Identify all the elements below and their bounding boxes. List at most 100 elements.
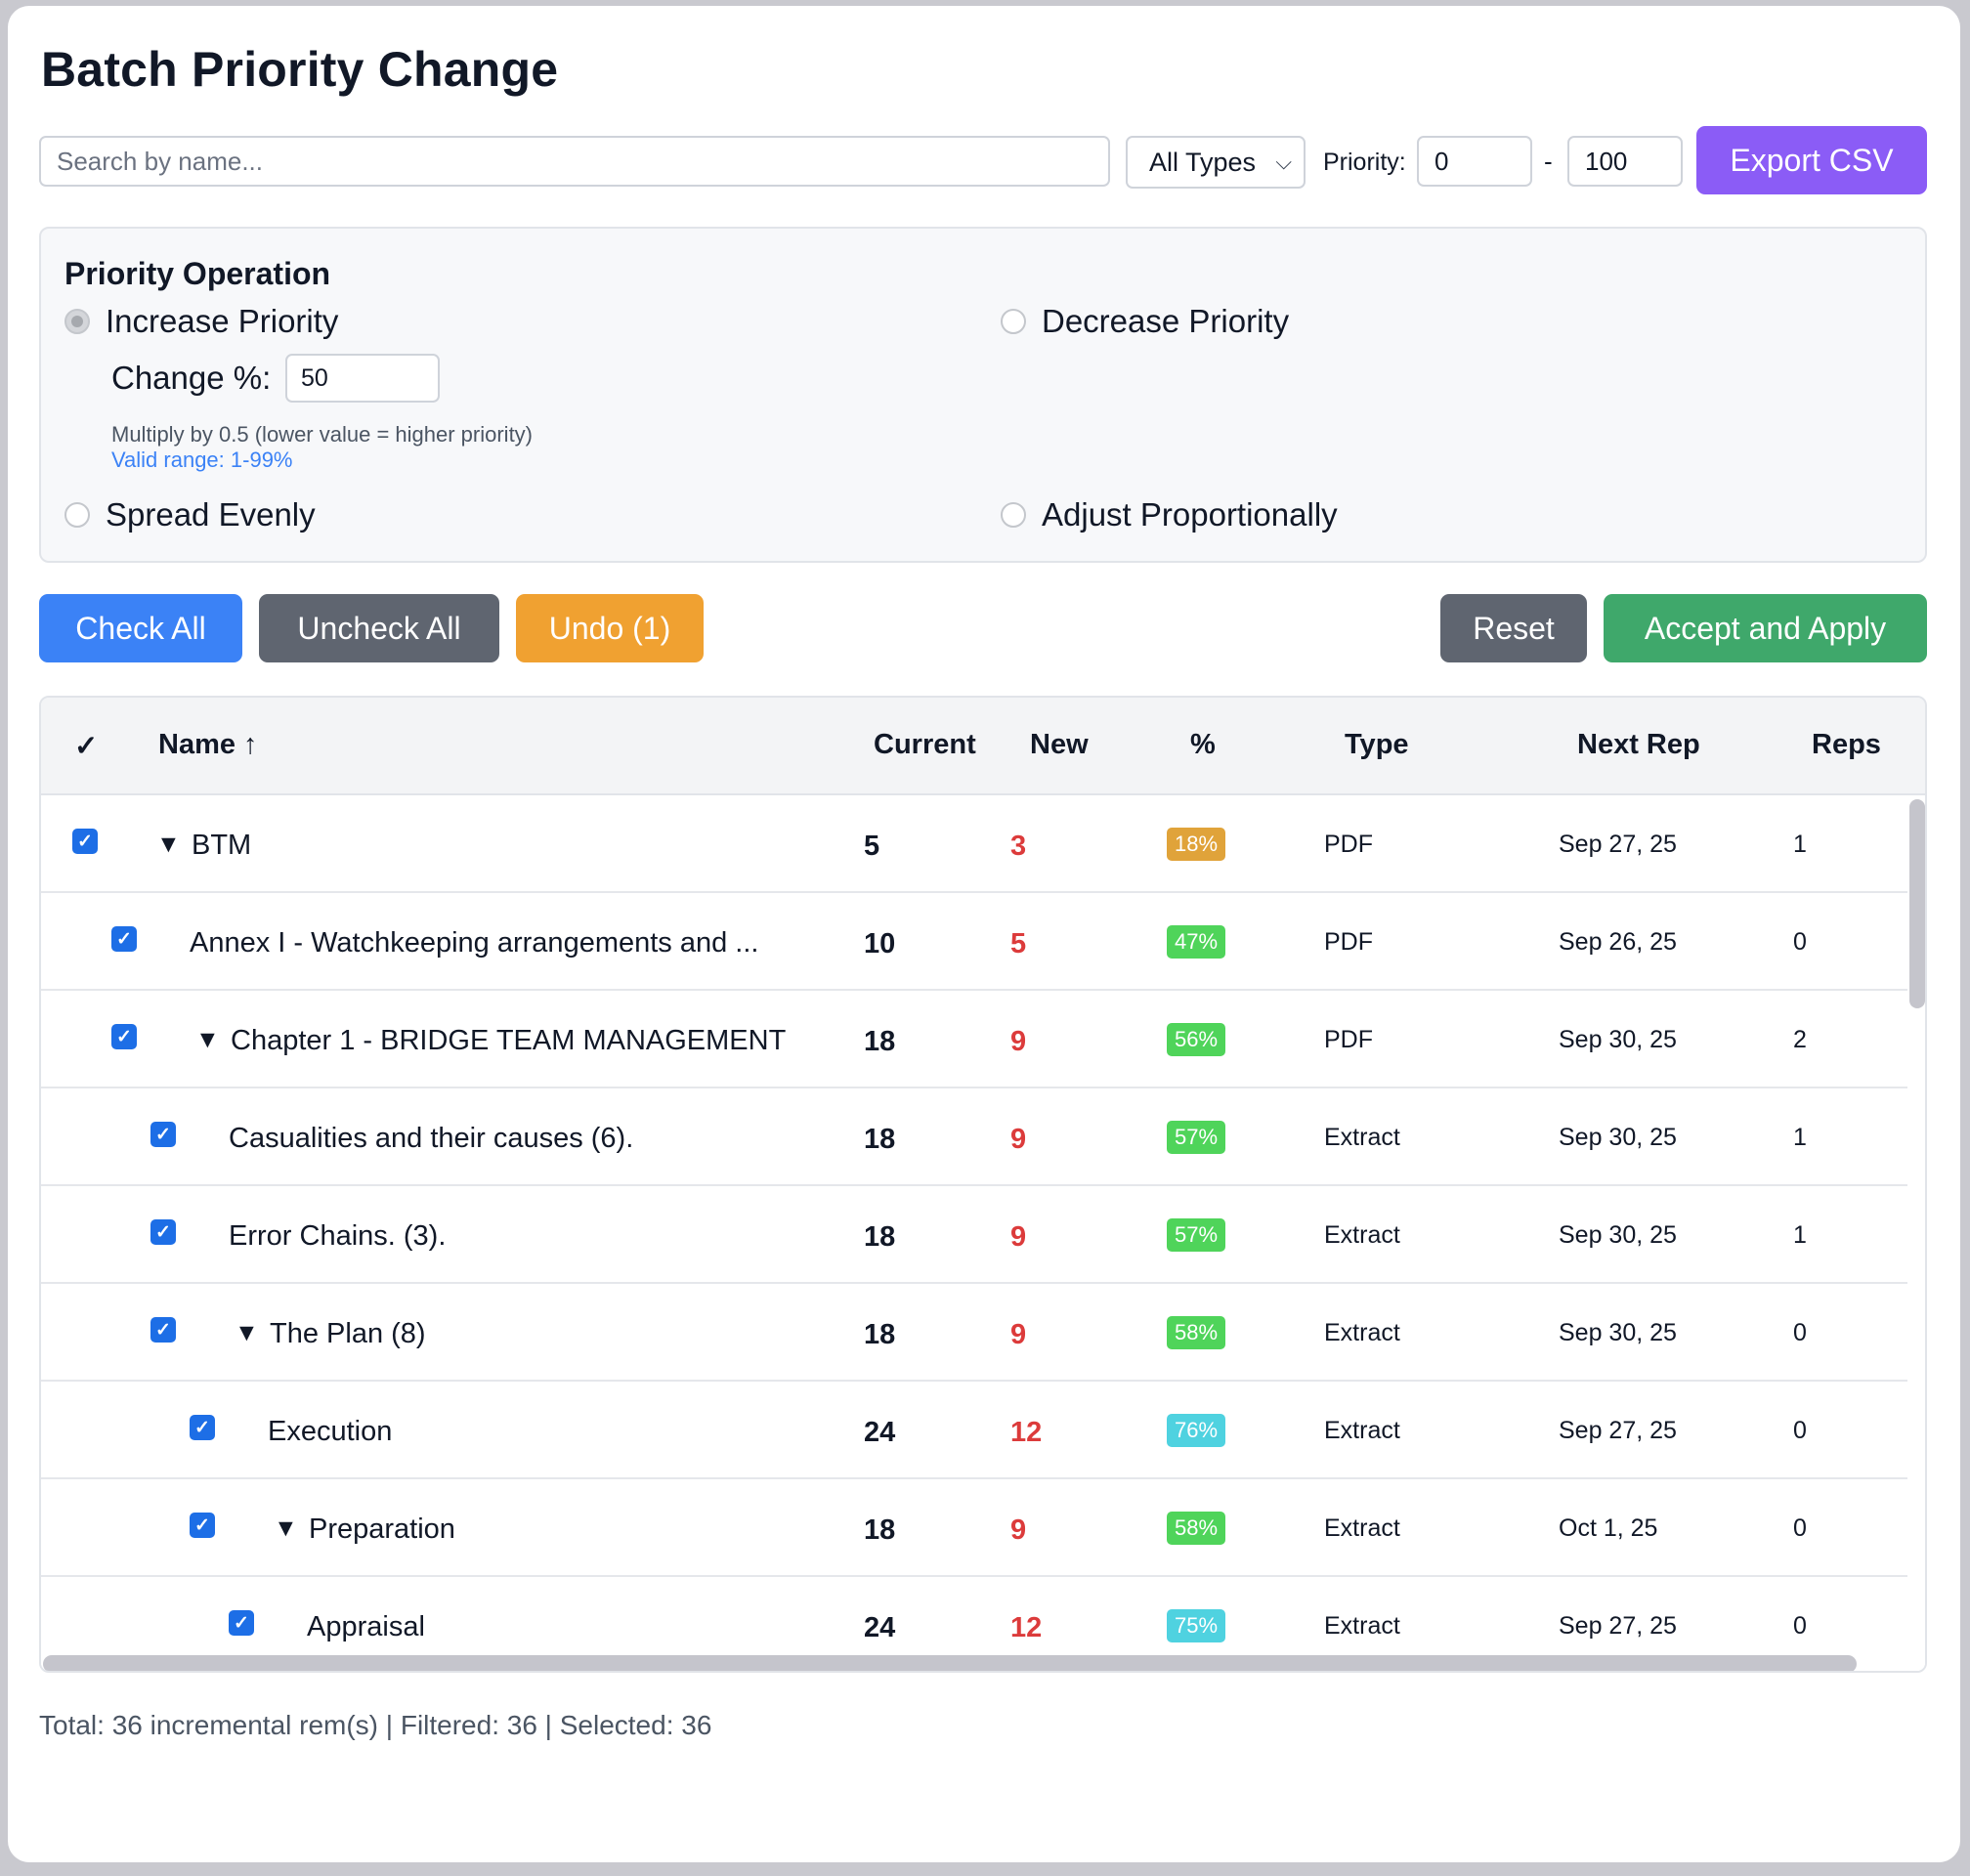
percent-badge: 18% [1167, 828, 1226, 861]
rem-type: Extract [1324, 1124, 1400, 1151]
header-type[interactable]: Type [1345, 729, 1409, 760]
priority-range-dash: - [1544, 147, 1553, 176]
row-checkbox[interactable]: ✓ [111, 1024, 137, 1049]
vertical-scroll-thumb[interactable] [1909, 799, 1925, 1008]
row-checkbox[interactable]: ✓ [150, 1317, 176, 1343]
row-checkbox[interactable]: ✓ [229, 1610, 254, 1636]
rem-type: PDF [1324, 1026, 1373, 1053]
expand-toggle-icon[interactable]: ▼ [156, 831, 181, 858]
radio-adjust-proportionally[interactable]: Adjust Proportionally [1001, 496, 1338, 533]
expand-toggle-icon[interactable]: ▼ [235, 1319, 259, 1346]
current-priority: 18 [864, 1026, 896, 1057]
reps-count: 2 [1793, 1026, 1807, 1053]
next-rep-date: Sep 27, 25 [1559, 831, 1677, 858]
header-current[interactable]: Current [874, 729, 976, 760]
row-name: Annex I - Watchkeeping arrangements and … [190, 927, 759, 959]
radio-increase-priority[interactable]: Increase Priority [64, 303, 338, 340]
rem-table: ✓ Name ↑ Current New % Type Next Rep Rep… [39, 696, 1927, 1673]
next-rep-date: Sep 30, 25 [1559, 1319, 1677, 1346]
search-input[interactable] [39, 136, 1110, 187]
priority-max-input[interactable]: 100 [1567, 136, 1683, 187]
percent-badge: 58% [1167, 1316, 1226, 1349]
change-percent-label: Change %: [111, 360, 272, 396]
radio-unselected-icon[interactable] [1001, 502, 1026, 528]
header-reps[interactable]: Reps [1812, 729, 1881, 760]
new-priority: 9 [1010, 1026, 1027, 1057]
rem-type: Extract [1324, 1221, 1400, 1249]
radio-selected-icon[interactable] [64, 309, 90, 334]
header-new[interactable]: New [1030, 729, 1089, 760]
table-row[interactable]: ✓ ▼ The Plan (8) 18 9 58% Extract Sep 30, 25 0 [41, 1284, 1911, 1382]
percent-badge: 57% [1167, 1121, 1226, 1154]
percent-badge: 75% [1167, 1609, 1226, 1642]
percent-badge: 56% [1167, 1023, 1226, 1056]
radio-unselected-icon[interactable] [1001, 309, 1026, 334]
rem-type: PDF [1324, 928, 1373, 956]
new-priority: 9 [1010, 1514, 1027, 1546]
radio-label: Spread Evenly [106, 496, 316, 533]
new-priority: 9 [1010, 1319, 1027, 1350]
table-row[interactable]: ✓ Casualities and their causes (6). 18 9 57%… [41, 1088, 1911, 1186]
table-row[interactable]: ✓ Execution 24 12 76% Extract Sep 27, 25 0 [41, 1382, 1911, 1479]
table-row[interactable]: ✓ Error Chains. (3). 18 9 57% Extract Sep 30, … [41, 1186, 1911, 1284]
header-next-rep[interactable]: Next Rep [1577, 729, 1700, 760]
table-row[interactable]: ✓ Annex I - Watchkeeping arrangements and… [41, 893, 1911, 991]
reps-count: 0 [1793, 1319, 1807, 1346]
current-priority: 24 [864, 1417, 896, 1448]
reps-count: 0 [1793, 1612, 1807, 1640]
check-all-button[interactable]: Check All [39, 594, 242, 662]
radio-decrease-priority[interactable]: Decrease Priority [1001, 303, 1289, 340]
row-checkbox[interactable]: ✓ [72, 829, 98, 854]
uncheck-all-button[interactable]: Uncheck All [259, 594, 499, 662]
reps-count: 0 [1793, 1417, 1807, 1444]
reps-count: 1 [1793, 1221, 1807, 1249]
valid-range-hint: Valid range: 1-99% [111, 448, 293, 472]
table-row[interactable]: ✓ ▼ Chapter 1 - BRIDGE TEAM MANAGEMENT 18 9 5… [41, 991, 1911, 1088]
radio-spread-evenly[interactable]: Spread Evenly [64, 496, 316, 533]
radio-unselected-icon[interactable] [64, 502, 90, 528]
priority-operation-heading: Priority Operation [64, 256, 331, 291]
change-percent-input[interactable]: 50 [285, 354, 440, 403]
new-priority: 9 [1010, 1221, 1027, 1253]
row-name: The Plan (8) [270, 1318, 426, 1349]
priority-min-input[interactable]: 0 [1417, 136, 1532, 187]
row-name: Execution [268, 1416, 393, 1447]
priority-label: Priority: [1323, 149, 1406, 176]
undo-button[interactable]: Undo (1) [516, 594, 704, 662]
reps-count: 1 [1793, 1124, 1807, 1151]
type-filter-select[interactable]: All Types ⌵ [1126, 136, 1306, 189]
rem-type: Extract [1324, 1612, 1400, 1640]
header-percent[interactable]: % [1190, 729, 1216, 760]
next-rep-date: Sep 30, 25 [1559, 1026, 1677, 1053]
rem-type: PDF [1324, 831, 1373, 858]
row-checkbox[interactable]: ✓ [111, 926, 137, 952]
row-checkbox[interactable]: ✓ [150, 1122, 176, 1147]
current-priority: 10 [864, 928, 896, 959]
current-priority: 18 [864, 1221, 896, 1253]
next-rep-date: Sep 27, 25 [1559, 1612, 1677, 1640]
row-name: Chapter 1 - BRIDGE TEAM MANAGEMENT [231, 1025, 787, 1056]
table-row[interactable]: ✓ ▼ BTM 5 3 18% PDF Sep 27, 25 1 [41, 795, 1911, 893]
export-csv-button[interactable]: Export CSV [1696, 126, 1927, 194]
row-checkbox[interactable]: ✓ [150, 1219, 176, 1245]
horizontal-scroll-thumb[interactable] [43, 1655, 1857, 1671]
row-name: Casualities and their causes (6). [229, 1123, 634, 1154]
vertical-scrollbar[interactable] [1907, 795, 1925, 1671]
reps-count: 0 [1793, 928, 1807, 956]
next-rep-date: Oct 1, 25 [1559, 1514, 1658, 1542]
row-name: Error Chains. (3). [229, 1220, 447, 1252]
reps-count: 0 [1793, 1514, 1807, 1542]
row-checkbox[interactable]: ✓ [190, 1415, 215, 1440]
table-row[interactable]: ✓ ▼ Preparation 18 9 58% Extract Oct 1, 25 0 [41, 1479, 1911, 1577]
priority-operation-panel: Priority Operation Increase Priority Dec… [39, 227, 1927, 563]
row-name: Appraisal [307, 1611, 425, 1642]
expand-toggle-icon[interactable]: ▼ [195, 1026, 220, 1053]
reset-button[interactable]: Reset [1440, 594, 1587, 662]
row-checkbox[interactable]: ✓ [190, 1513, 215, 1538]
header-check-column[interactable]: ✓ [74, 731, 99, 762]
new-priority: 12 [1010, 1417, 1043, 1448]
accept-apply-button[interactable]: Accept and Apply [1604, 594, 1927, 662]
percent-badge: 47% [1167, 925, 1226, 959]
expand-toggle-icon[interactable]: ▼ [274, 1514, 298, 1542]
header-name-sort[interactable]: Name ↑ [158, 729, 258, 760]
